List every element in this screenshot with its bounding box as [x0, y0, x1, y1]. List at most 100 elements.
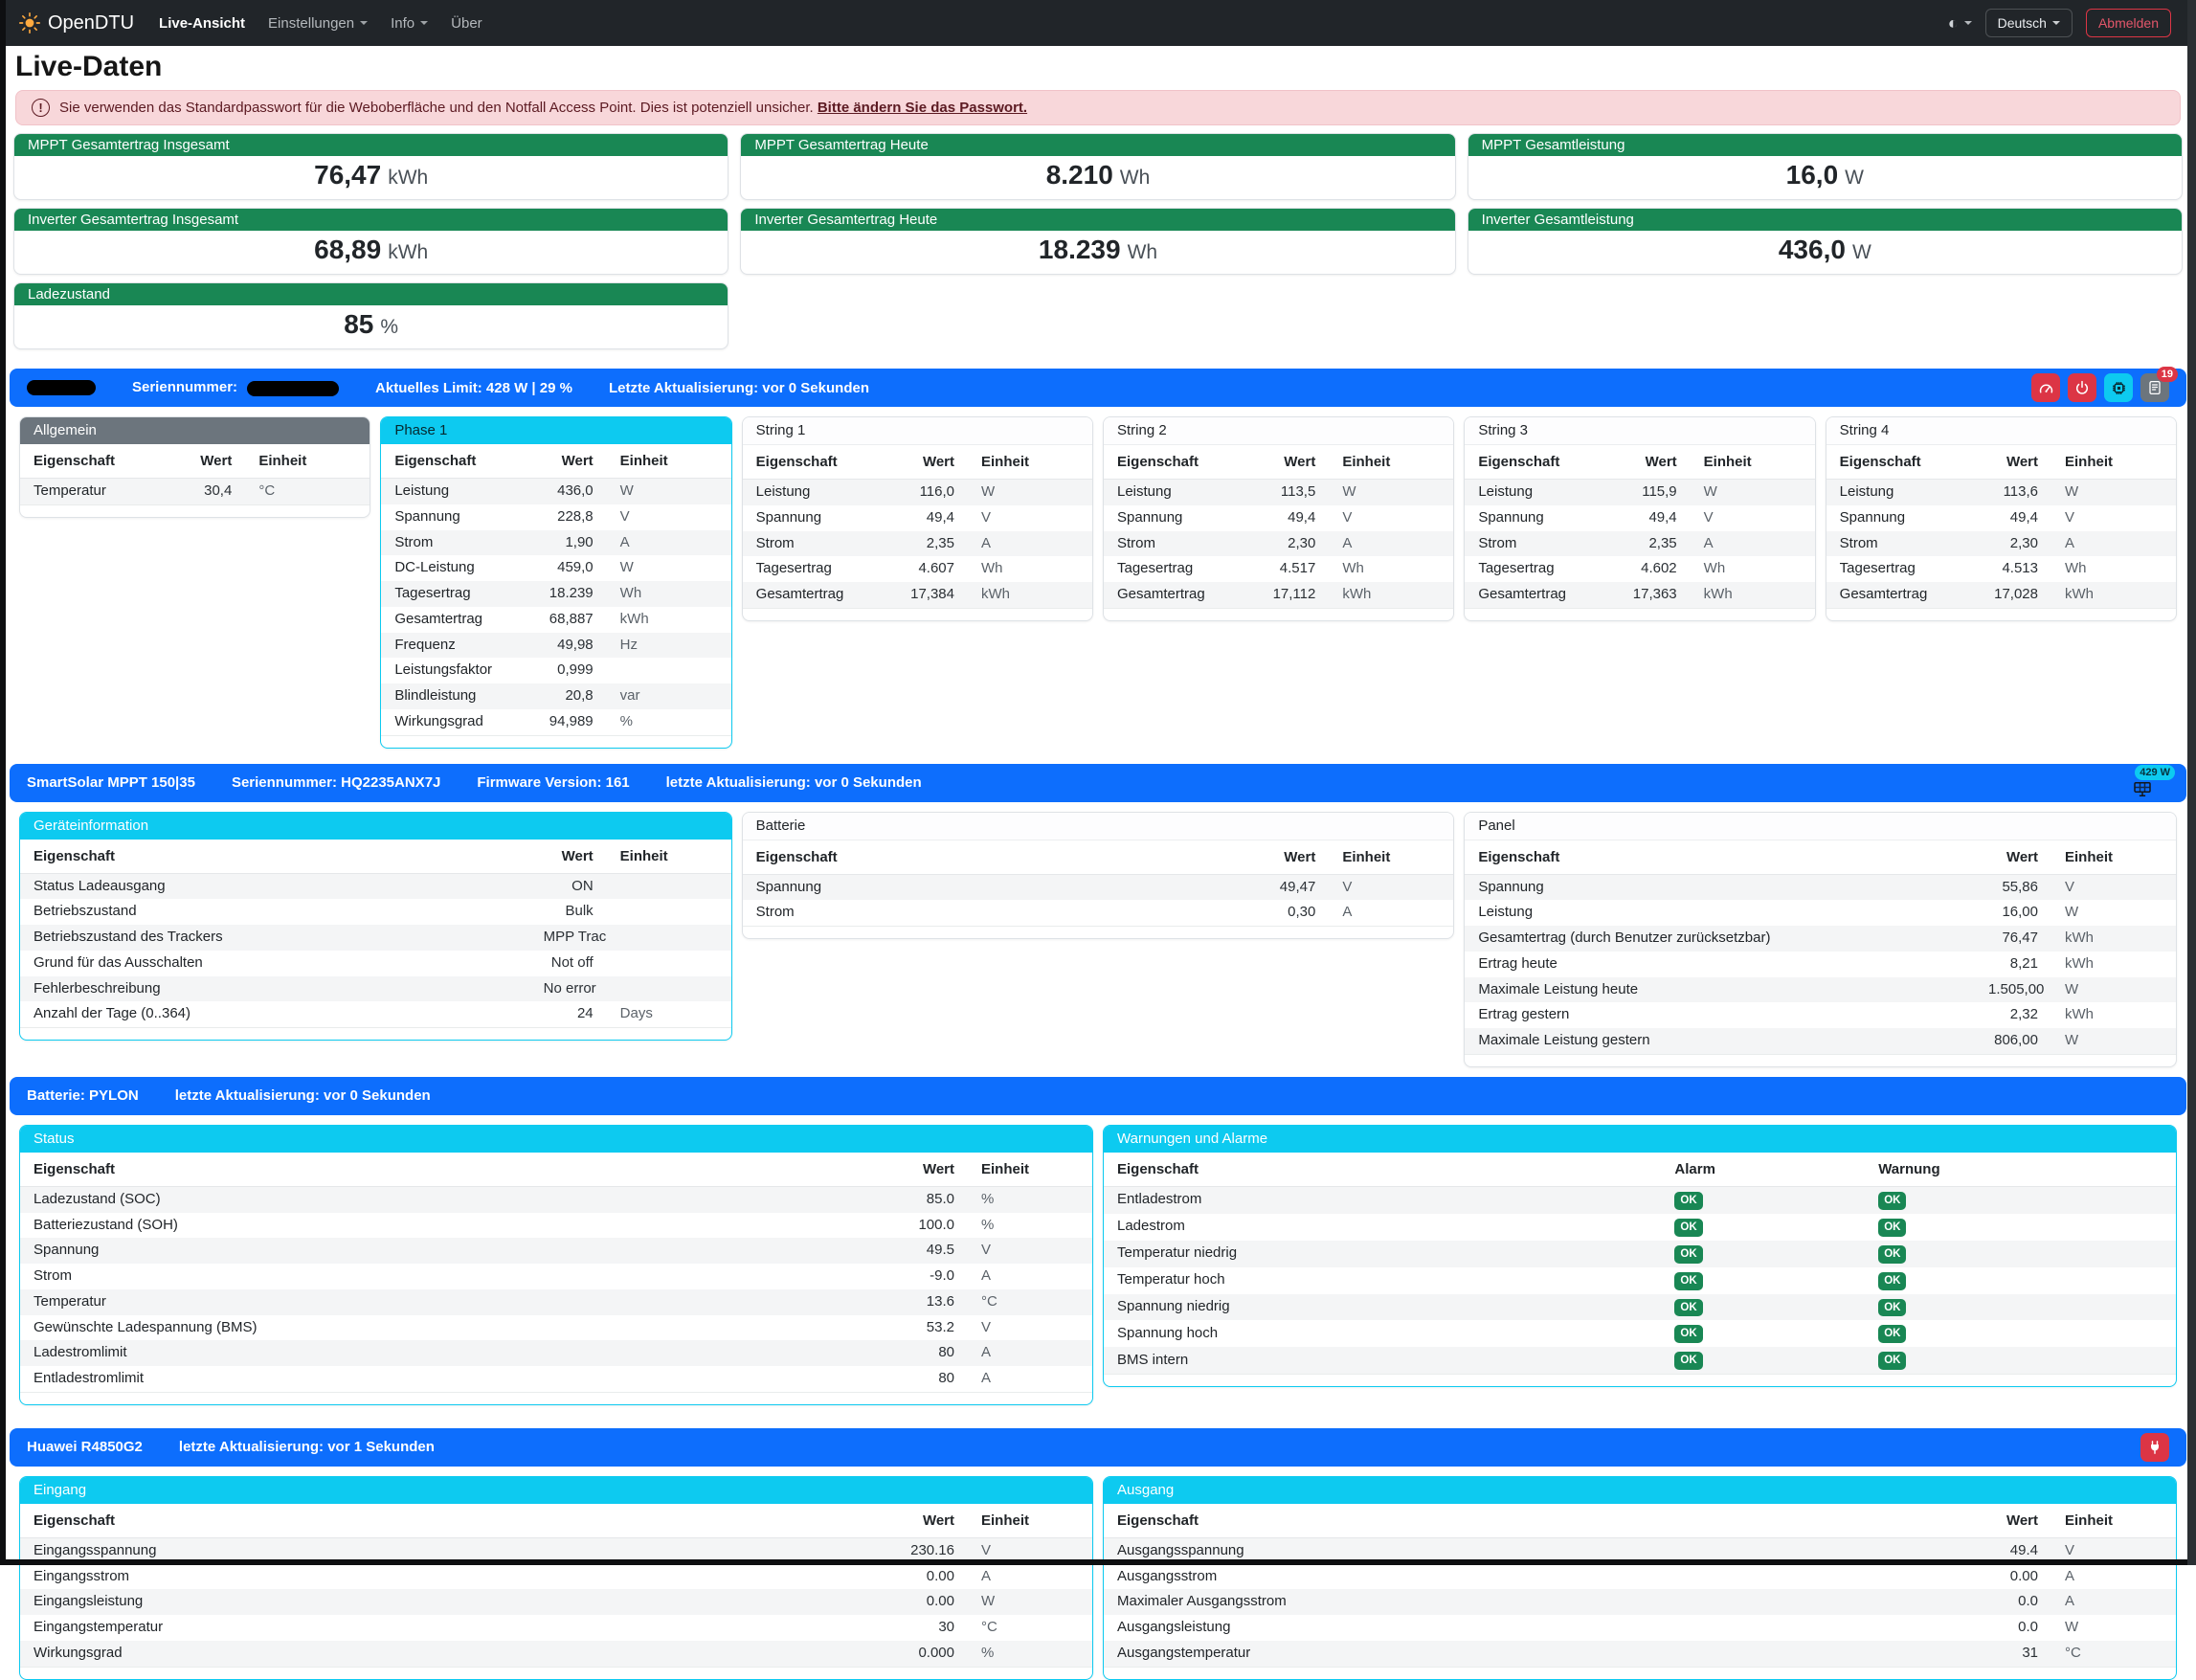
- change-password-link[interactable]: Bitte ändern Sie das Passwort.: [817, 100, 1028, 116]
- ok-status-badge: OK: [1674, 1298, 1703, 1317]
- value-cell: 17,112: [1272, 586, 1316, 602]
- card-mppt-power: MPPT Gesamtleistung 16,0 W: [1467, 133, 2183, 200]
- unit-cell: A: [981, 1267, 992, 1284]
- brand[interactable]: OpenDTU: [19, 12, 134, 34]
- property-cell: Spannung: [1117, 508, 1183, 526]
- property-cell: Maximale Leistung heute: [1478, 980, 1639, 997]
- window-edge-bottom: [0, 1559, 2196, 1565]
- theme-toggle[interactable]: ◐: [1948, 13, 1972, 34]
- value-cell: 0.0: [2018, 1593, 2038, 1610]
- huawei-title: Huawei R4850G2: [27, 1439, 143, 1456]
- card-header: String 3: [1465, 417, 1815, 446]
- column-header-eigenschaft: Eigenschaft: [20, 1154, 891, 1187]
- property-cell: Tagesertrag: [394, 585, 471, 601]
- table-row: Gesamtertrag 68,887 kWh: [381, 607, 730, 633]
- warning-cell: OK: [1865, 1294, 2176, 1321]
- table-row: Ladestrom OK OK: [1104, 1214, 2176, 1241]
- alarm-cell: OK: [1661, 1214, 1865, 1241]
- table-row: Grund für das Ausschalten Not off: [20, 951, 731, 976]
- property-cell: Betriebszustand: [34, 903, 137, 920]
- property-cell: Fehlerbeschreibung: [34, 979, 161, 997]
- value-cell: 4.517: [1279, 560, 1316, 577]
- table-row: Anzahl der Tage (0..364) 24 Days: [20, 1001, 731, 1028]
- charger-settings-button[interactable]: [2140, 1432, 2169, 1462]
- table-row: Gesamtertrag 17,028 kWh: [1826, 582, 2176, 609]
- value-cell: 8,21: [2009, 954, 2038, 972]
- unit-cell: °C: [981, 1619, 997, 1635]
- warning-cell: OK: [1865, 1241, 2176, 1267]
- limit-settings-button[interactable]: [2031, 373, 2060, 402]
- card-string-2: String 2 Eigenschaft Wert Einheit Leistu…: [1103, 416, 1455, 621]
- card-unit: %: [380, 316, 399, 338]
- ok-status-badge: OK: [1878, 1325, 1907, 1344]
- property-cell: Spannung: [394, 507, 460, 525]
- event-count-badge: 19: [2156, 367, 2178, 383]
- property-cell: Batteriezustand (SOH): [34, 1216, 178, 1233]
- property-cell: Leistung: [1839, 483, 1894, 500]
- card-header: String 2: [1104, 417, 1454, 446]
- table-row: Gesamtertrag (durch Benutzer zurücksetzb…: [1465, 926, 2176, 952]
- column-header-einheit: Einheit: [1690, 447, 1815, 481]
- value-cell: 1.505,00: [1988, 980, 2045, 997]
- ok-status-badge: OK: [1878, 1271, 1907, 1290]
- language-select[interactable]: Deutsch: [1984, 9, 2073, 37]
- chevron-down-icon: [1963, 21, 1972, 25]
- column-header-wert: Wert: [168, 446, 246, 480]
- scrollbar-track[interactable]: [2187, 0, 2196, 1565]
- value-cell: 4.602: [1641, 560, 1677, 577]
- data-table: Eigenschaft Wert Einheit Spannung 55,86 V L…: [1465, 841, 2176, 1055]
- logout-button[interactable]: Abmelden: [2085, 9, 2171, 37]
- table-row: Strom 1,90 A: [381, 529, 731, 556]
- unit-cell: kWh: [1342, 586, 1372, 602]
- unit-cell: A: [981, 1370, 992, 1386]
- column-header-eigenschaft: Eigenschaft: [1104, 1506, 1975, 1538]
- device-info-button[interactable]: [2104, 373, 2133, 402]
- nav-einstellungen[interactable]: Einstellungen: [268, 15, 369, 32]
- victron-title: SmartSolar MPPT 150|35: [27, 774, 195, 791]
- property-cell: Temperatur niedrig: [1117, 1244, 1238, 1262]
- unit-cell: kWh: [2065, 586, 2094, 602]
- unit-cell: %: [981, 1644, 995, 1661]
- property-cell: Entladestromlimit: [34, 1370, 145, 1386]
- column-header-eigenschaft: Eigenschaft: [1104, 1154, 1662, 1187]
- value-cell: Bulk: [565, 903, 594, 920]
- power-button[interactable]: [2068, 373, 2096, 402]
- nav-info[interactable]: Info: [391, 15, 429, 32]
- unit-cell: [607, 899, 731, 925]
- sun-icon: [19, 12, 40, 34]
- card-value: 8.210: [1045, 160, 1113, 190]
- unit-cell: V: [1703, 508, 1714, 526]
- inverter-cards: Allgemein Eigenschaft Wert Einheit Tempe…: [19, 416, 2177, 749]
- value-cell: 17,363: [1632, 586, 1677, 602]
- property-cell: Eingangstemperatur: [34, 1619, 164, 1635]
- column-header-eigenschaft: Eigenschaft: [742, 447, 891, 481]
- ok-status-badge: OK: [1878, 1352, 1907, 1371]
- event-log-button[interactable]: 19: [2140, 367, 2178, 402]
- value-cell: No error: [543, 979, 596, 997]
- table-row: Batteriezustand (SOH) 100.0%: [20, 1213, 1092, 1239]
- unit-cell: Wh: [1703, 560, 1726, 577]
- top-navbar: OpenDTU Live-Ansicht Einstellungen Info …: [0, 0, 2196, 46]
- data-table: Eigenschaft Wert Einheit Ladezustand (SO…: [20, 1154, 1092, 1393]
- value-cell: 49,4: [1288, 508, 1316, 526]
- property-cell: Gesamtertrag: [1839, 586, 1928, 602]
- value-cell: 80: [938, 1370, 954, 1386]
- property-cell: Temperatur: [34, 482, 106, 499]
- column-header-einheit: Einheit: [968, 1506, 1092, 1538]
- card-header: Inverter Gesamtertrag Heute: [741, 209, 1455, 231]
- property-cell: Spannung: [1478, 878, 1544, 895]
- value-cell: Not off: [550, 953, 594, 971]
- property-cell: Tagesertrag: [1839, 560, 1916, 577]
- column-header-einheit: Einheit: [606, 840, 731, 874]
- unit-cell: W: [981, 1593, 996, 1610]
- nav-ueber[interactable]: Über: [451, 14, 482, 32]
- property-cell: Ausgangstemperatur: [1117, 1644, 1251, 1661]
- column-header-wert: Wert: [1252, 841, 1330, 875]
- property-cell: Wirkungsgrad: [34, 1644, 123, 1661]
- table-row: Leistungsfaktor 0,999: [381, 658, 730, 683]
- value-cell: 20,8: [565, 687, 594, 704]
- nav-live-ansicht[interactable]: Live-Ansicht: [159, 14, 246, 32]
- table-row: Leistung 436,0 W: [381, 478, 731, 504]
- property-cell: Eingangsspannung: [34, 1541, 157, 1558]
- unit-cell: %: [981, 1216, 995, 1233]
